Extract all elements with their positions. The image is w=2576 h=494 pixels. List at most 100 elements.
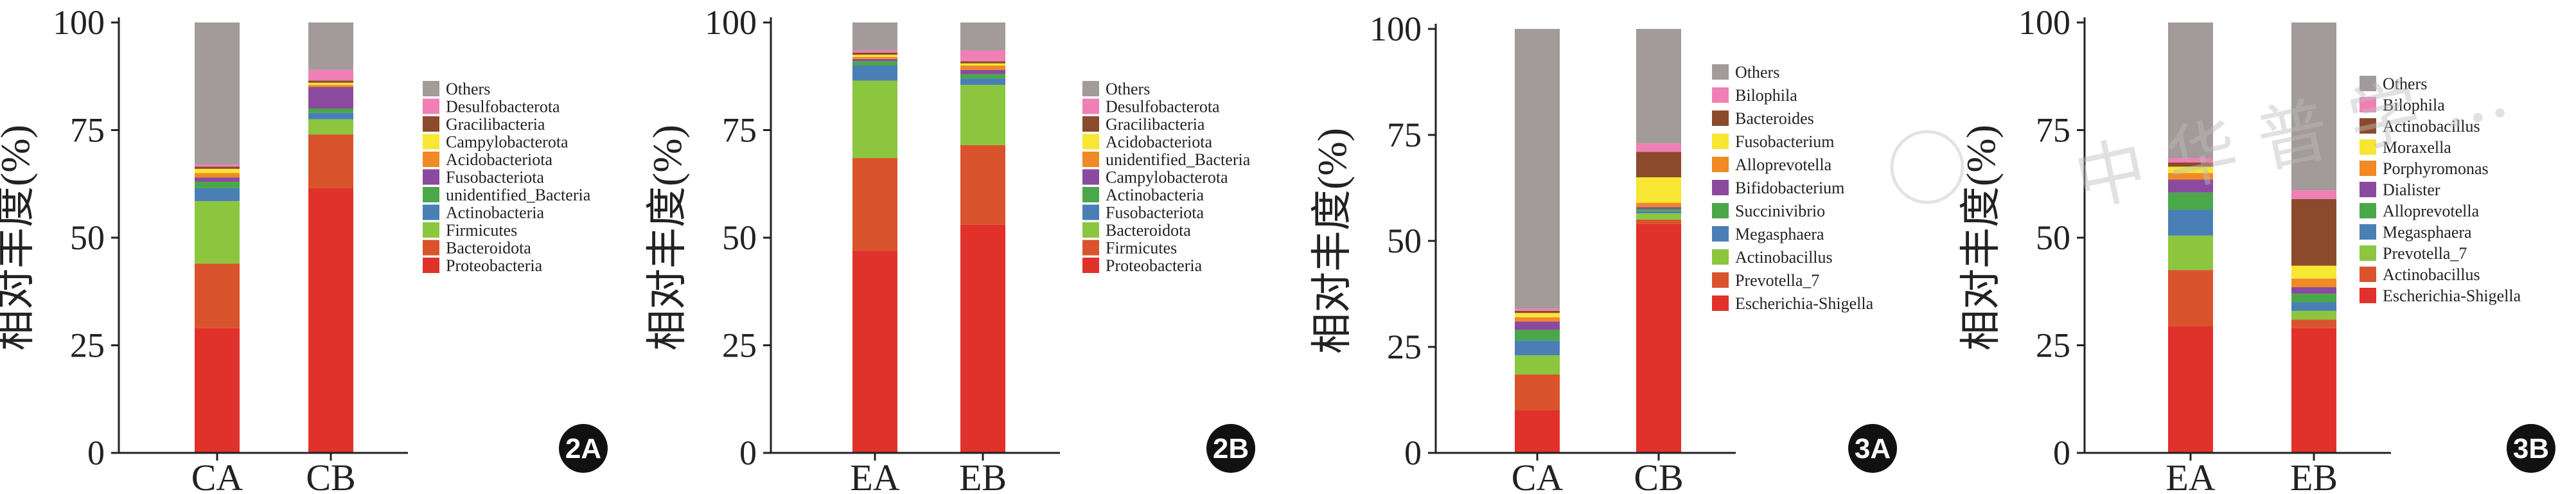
panel-badge bbox=[2507, 424, 2555, 473]
legend-swatch bbox=[1082, 98, 1099, 114]
legend-swatch bbox=[1082, 134, 1099, 150]
bar-segment bbox=[852, 80, 897, 159]
bar-segment bbox=[1636, 209, 1681, 211]
y-tick-label: 100 bbox=[705, 3, 757, 42]
bar-segment bbox=[960, 66, 1005, 70]
bar-segment bbox=[852, 61, 897, 66]
legend-swatch bbox=[1712, 110, 1729, 126]
y-axis-label: 相对丰度(%) bbox=[644, 125, 690, 351]
bar-segment bbox=[2168, 162, 2213, 167]
panel-badge bbox=[1848, 424, 1897, 473]
legend-entry: Porphyromonas bbox=[2383, 159, 2489, 178]
legend-entry: Campylobacterota bbox=[1106, 168, 1228, 187]
legend-entry: Bilophila bbox=[2383, 96, 2445, 114]
bar-segment bbox=[195, 168, 240, 173]
bar-segment bbox=[2291, 278, 2336, 288]
x-tick-label: EB bbox=[2290, 457, 2338, 494]
legend-swatch bbox=[2360, 203, 2376, 218]
bar-segment bbox=[308, 134, 353, 188]
y-tick-label: 100 bbox=[2018, 3, 2070, 42]
chart-panel-2b: 0 25 50 75 100 EA EB 相对丰度(%) OthersDesulfobacter… bbox=[644, 3, 1255, 494]
bar-segment bbox=[308, 85, 353, 87]
chart-panel-3a: 0 25 50 75 100 CA CB 相对丰度(%) Others Bilophila Bact… bbox=[1309, 10, 1897, 494]
panel-label: 2A bbox=[565, 433, 601, 464]
bar-segment bbox=[195, 188, 240, 202]
legend-entry: unidentified_Bacteria bbox=[1106, 150, 1251, 169]
y-tick-label: 0 bbox=[1404, 434, 1422, 472]
x-tick-label: EA bbox=[850, 457, 899, 494]
legend-entry: Actinobacillus bbox=[2383, 117, 2480, 136]
legend-swatch bbox=[1712, 157, 1729, 172]
bar-segment bbox=[308, 87, 353, 109]
legend-entry: Bilophila bbox=[1735, 86, 1797, 105]
bar-segment bbox=[1515, 317, 1560, 322]
legend-swatch bbox=[2360, 182, 2376, 197]
bar-segment bbox=[2168, 158, 2213, 163]
legend-entry: Fusobacterium bbox=[1735, 132, 1835, 151]
y-tick-label: 75 bbox=[70, 111, 105, 150]
y-axis-label: 相对丰度(%) bbox=[1309, 128, 1355, 354]
legend-entry: Firmicutes bbox=[446, 221, 517, 240]
bar-segment bbox=[1515, 310, 1560, 313]
panel-badge bbox=[559, 424, 608, 473]
legend-entry: Fusobacteriota bbox=[1106, 204, 1204, 222]
y-tick-label: 25 bbox=[2036, 326, 2070, 365]
bar-segment bbox=[960, 22, 1005, 51]
bar-segment bbox=[852, 158, 897, 251]
bar-segment bbox=[2291, 198, 2336, 266]
y-tick-label: 25 bbox=[70, 326, 105, 365]
y-tick-label: 0 bbox=[2053, 434, 2070, 472]
bar-segment bbox=[308, 188, 353, 453]
bar-segment bbox=[960, 145, 1005, 225]
bar-segment bbox=[1515, 29, 1560, 309]
legend-swatch bbox=[423, 169, 439, 185]
legend-entry: Firmicutes bbox=[1106, 239, 1177, 258]
panel-label: 3A bbox=[1855, 433, 1891, 464]
bar-segment bbox=[1515, 308, 1560, 311]
bar-segment bbox=[1636, 224, 1681, 453]
bar-segment bbox=[2168, 166, 2213, 173]
y-tick-label: 0 bbox=[739, 434, 757, 472]
legend-entry: Bacteroidota bbox=[446, 239, 531, 258]
legend-swatch bbox=[2360, 139, 2376, 155]
bar-segment bbox=[2291, 265, 2336, 279]
bar-segment bbox=[960, 50, 1005, 62]
bar-segment bbox=[308, 69, 353, 81]
legend-swatch bbox=[423, 204, 439, 220]
bar-segment bbox=[308, 22, 353, 70]
bar-segment bbox=[2291, 294, 2336, 303]
legend-entry: Succinivibrio bbox=[1735, 202, 1825, 220]
x-tick-label: CA bbox=[1512, 457, 1564, 494]
bar-segment bbox=[960, 74, 1005, 79]
legend-swatch bbox=[2360, 288, 2376, 303]
legend-swatch bbox=[1712, 203, 1729, 218]
bar-segment bbox=[195, 166, 240, 169]
bar-segment bbox=[2291, 310, 2336, 320]
legend-swatch bbox=[1082, 222, 1099, 238]
legend-swatch bbox=[2360, 267, 2376, 282]
bar-segment bbox=[2291, 328, 2336, 453]
y-tick-label: 75 bbox=[2036, 111, 2070, 150]
bar-segment bbox=[195, 328, 240, 453]
x-tick-label: CA bbox=[191, 457, 243, 494]
legend-swatch bbox=[1082, 187, 1099, 202]
legend-swatch bbox=[2360, 245, 2376, 261]
bar-segment bbox=[1515, 321, 1560, 330]
bar-segment bbox=[2168, 22, 2213, 159]
bar-segment bbox=[1636, 202, 1681, 207]
legend-swatch bbox=[2360, 97, 2376, 112]
bar-segment bbox=[1515, 410, 1560, 453]
legend-entry: Bifidobacterium bbox=[1735, 179, 1844, 197]
legend-entry: Others bbox=[1735, 63, 1779, 82]
panel-label: 2B bbox=[1213, 433, 1249, 464]
bar-segment bbox=[308, 82, 353, 85]
bar-segment bbox=[2168, 326, 2213, 453]
legend-entry: Others bbox=[446, 80, 490, 98]
legend-swatch bbox=[1712, 87, 1729, 103]
bar-segment bbox=[2168, 173, 2213, 180]
legend-swatch bbox=[1712, 226, 1729, 242]
bar-segment bbox=[852, 58, 897, 62]
legend-swatch bbox=[1082, 204, 1099, 220]
y-tick-label: 50 bbox=[2036, 218, 2070, 257]
bar-segment bbox=[2291, 22, 2336, 191]
